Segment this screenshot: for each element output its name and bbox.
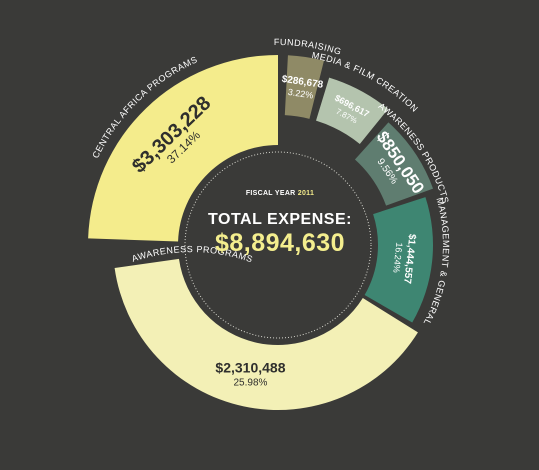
outer-label-fundraising: FUNDRAISING <box>274 37 343 57</box>
segment-amount-awareness-programs: $2,310,488 <box>215 360 285 376</box>
segment-awareness-products <box>354 122 434 206</box>
inner-dotted-ring <box>184 151 372 339</box>
segment-percent-fundraising: 3.22% <box>287 87 314 101</box>
segment-management-general <box>364 197 433 323</box>
total-expense-value: $8,894,630 <box>214 229 346 257</box>
segment-percent-management-general: 16.24% <box>391 242 404 273</box>
segment-percent-awareness-programs: 25.98% <box>233 378 267 389</box>
fiscal-year-label: FISCAL YEAR <box>245 190 296 197</box>
segment-amount-management-general: $1,444,557 <box>401 233 417 284</box>
segment-central-africa-programs <box>88 55 278 242</box>
chart-center-summary: FISCAL YEAR 2011 TOTAL EXPENSE: $8,894,6… <box>180 190 380 258</box>
segment-fundraising <box>284 55 324 119</box>
total-expense-label: TOTAL EXPENSE: <box>208 211 352 228</box>
fiscal-year-caption: FISCAL YEAR 2011 <box>180 190 380 197</box>
segment-values-awareness-programs: $2,310,488 25.98% <box>215 360 285 389</box>
segment-awareness-programs <box>114 258 418 410</box>
segment-media-film-creation <box>316 77 389 144</box>
fiscal-year-value: 2011 <box>297 190 315 197</box>
